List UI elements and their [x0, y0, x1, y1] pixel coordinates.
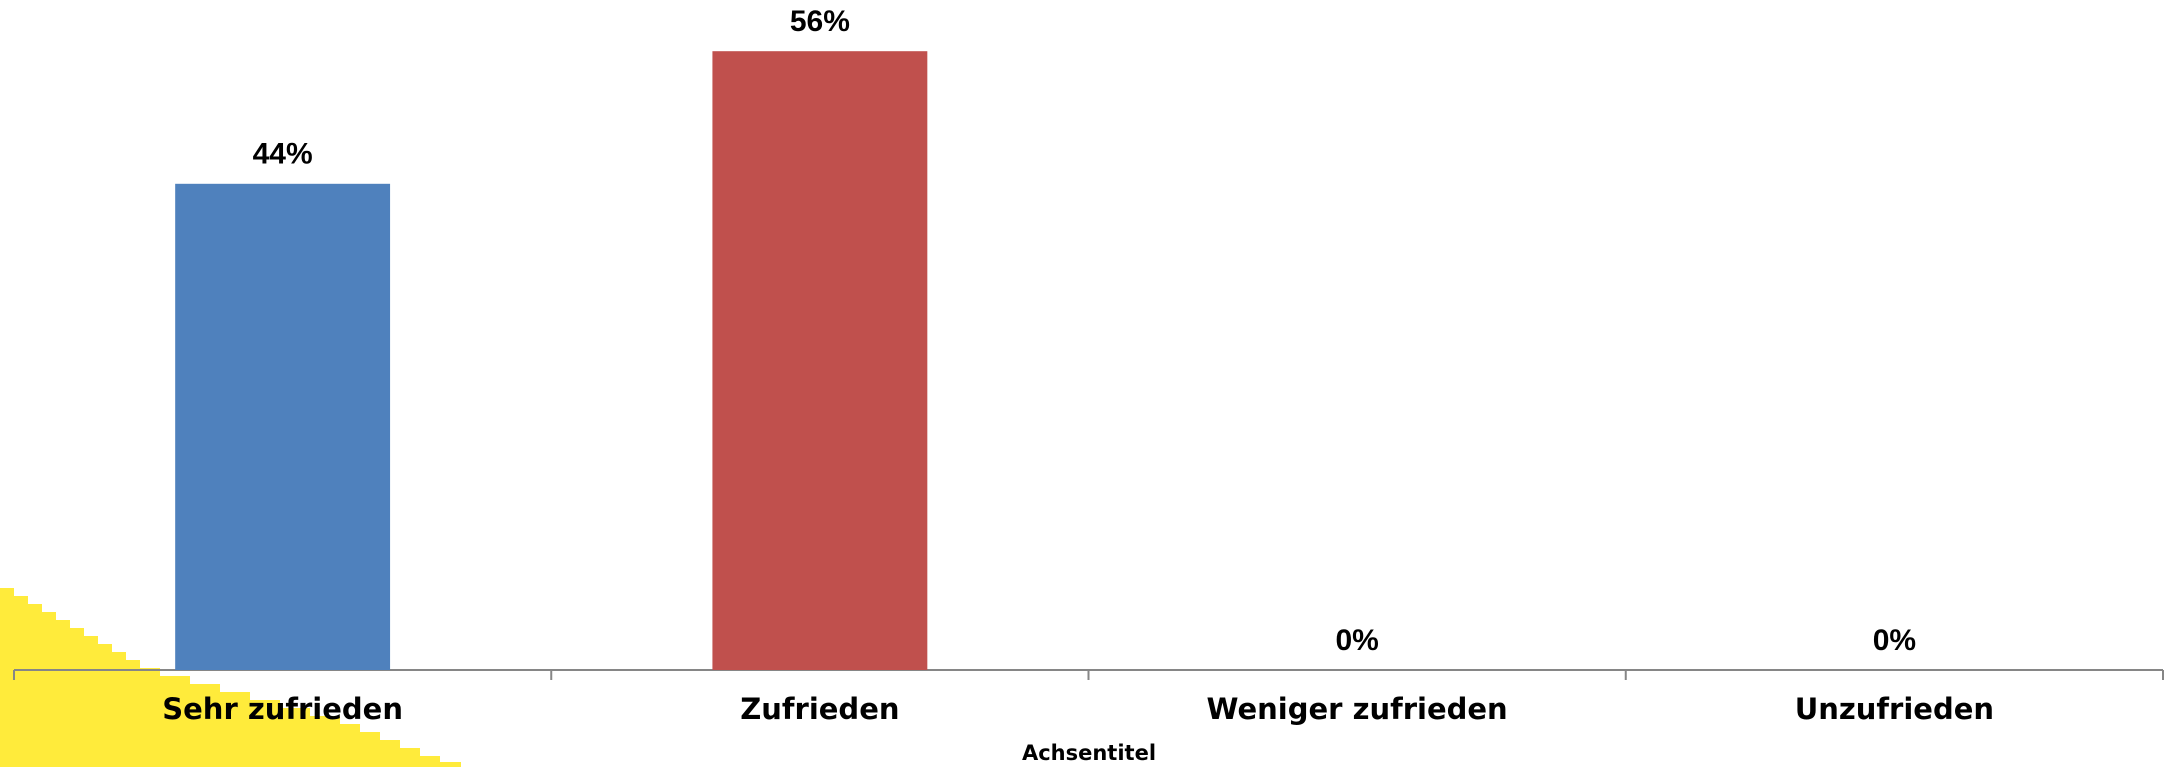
x-axis-title: Achsentitel — [1022, 741, 1156, 765]
bar — [175, 184, 390, 670]
chart: Achsentitel 44% Sehr zufrieden 56% Zufriede… — [0, 0, 2170, 767]
value-label: 44% — [253, 138, 313, 171]
x-tick-label: Sehr zufrieden — [162, 692, 403, 726]
x-tick-label: Weniger zufrieden — [1207, 692, 1508, 726]
x-tick-label: Unzufrieden — [1795, 692, 1994, 726]
bar — [712, 51, 927, 670]
x-tick-label: Zufrieden — [740, 692, 899, 726]
value-label: 0% — [1335, 624, 1378, 657]
value-label: 56% — [790, 5, 850, 38]
value-label: 0% — [1873, 624, 1916, 657]
